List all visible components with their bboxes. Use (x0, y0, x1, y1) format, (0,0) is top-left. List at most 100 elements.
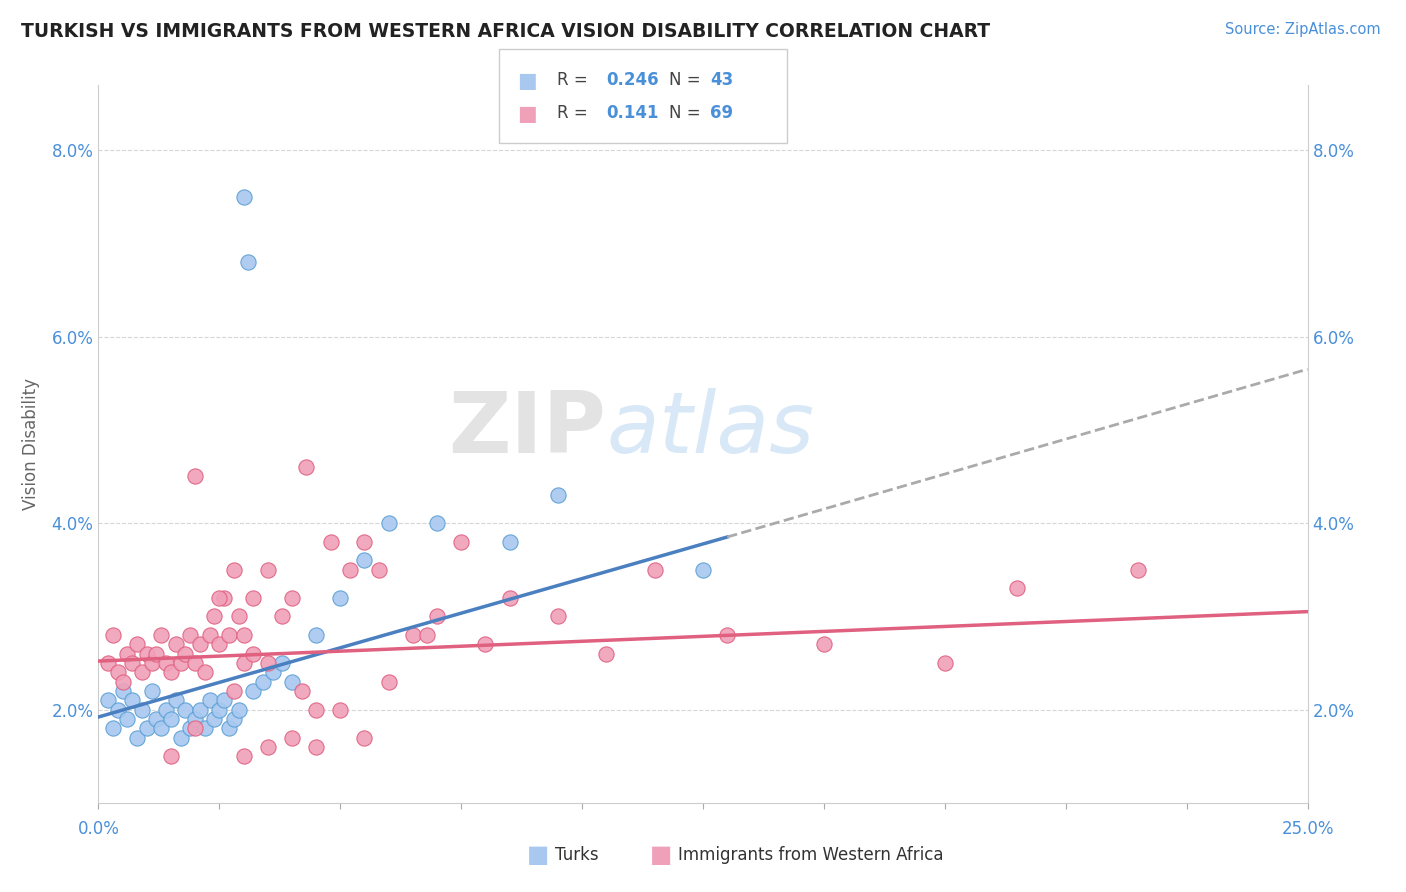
Point (121, 656, 143, 670)
Text: Source: ZipAtlas.com: Source: ZipAtlas.com (1225, 22, 1381, 37)
Point (145, 647, 167, 661)
Point (353, 553, 375, 567)
Point (232, 189, 254, 203)
Point (179, 628, 201, 642)
Point (184, 656, 207, 670)
Point (242, 684, 264, 698)
Point (117, 647, 139, 661)
Point (281, 731, 304, 745)
Point (242, 591, 264, 605)
Text: 0.246: 0.246 (606, 71, 658, 89)
Point (184, 469, 207, 483)
Point (204, 712, 226, 726)
Point (232, 628, 254, 642)
Point (238, 255, 260, 269)
Point (319, 534, 342, 549)
Text: N =: N = (669, 104, 706, 122)
Text: 43: 43 (710, 71, 734, 89)
Point (107, 665, 129, 680)
Text: ■: ■ (517, 71, 537, 91)
Point (169, 656, 191, 670)
Point (160, 712, 183, 726)
Text: 0.0%: 0.0% (77, 820, 120, 838)
Text: atlas: atlas (606, 388, 814, 471)
Point (218, 628, 240, 642)
Point (208, 702, 231, 716)
Point (716, 628, 738, 642)
Point (101, 628, 124, 642)
Point (160, 665, 183, 680)
Point (353, 534, 375, 549)
Point (377, 516, 399, 530)
Point (290, 684, 312, 698)
Point (547, 488, 569, 502)
Point (595, 647, 617, 661)
Point (198, 693, 221, 707)
Point (165, 637, 187, 651)
Point (228, 609, 250, 624)
Text: ZIP: ZIP (449, 388, 606, 471)
Point (644, 563, 666, 577)
Text: 0.141: 0.141 (606, 104, 658, 122)
Text: 69: 69 (710, 104, 733, 122)
Point (281, 591, 304, 605)
Point (155, 702, 177, 716)
Point (256, 656, 278, 670)
Point (218, 721, 240, 735)
Point (174, 647, 197, 661)
Text: Turks: Turks (555, 846, 599, 863)
Text: R =: R = (557, 71, 593, 89)
Point (127, 731, 149, 745)
Point (1128, 563, 1150, 577)
Point (135, 721, 157, 735)
Text: N =: N = (669, 71, 706, 89)
Point (198, 628, 221, 642)
Point (329, 591, 352, 605)
Point (188, 702, 211, 716)
Point (934, 656, 956, 670)
Point (107, 702, 129, 716)
Point (295, 460, 318, 475)
Point (242, 647, 264, 661)
Point (305, 739, 328, 754)
Point (155, 656, 177, 670)
Point (117, 712, 139, 726)
Point (222, 684, 245, 698)
Point (547, 609, 569, 624)
Point (262, 665, 284, 680)
Point (204, 609, 226, 624)
Point (402, 628, 425, 642)
Point (271, 656, 294, 670)
Text: ■: ■ (650, 843, 672, 866)
Point (329, 702, 352, 716)
Point (474, 637, 496, 651)
Point (377, 674, 399, 689)
Point (141, 656, 163, 670)
Text: 25.0%: 25.0% (1281, 820, 1334, 838)
Point (208, 637, 231, 651)
Point (174, 702, 197, 716)
Point (131, 665, 153, 680)
Point (160, 749, 183, 764)
Point (212, 591, 235, 605)
Point (498, 591, 520, 605)
Point (145, 712, 167, 726)
Point (339, 563, 361, 577)
Point (305, 628, 328, 642)
Point (194, 721, 217, 735)
Text: TURKISH VS IMMIGRANTS FROM WESTERN AFRICA VISION DISABILITY CORRELATION CHART: TURKISH VS IMMIGRANTS FROM WESTERN AFRIC… (21, 22, 990, 41)
Point (165, 693, 187, 707)
Point (256, 563, 278, 577)
Point (135, 647, 157, 661)
Point (111, 684, 134, 698)
Text: ■: ■ (527, 843, 550, 866)
Point (1007, 582, 1029, 596)
Y-axis label: Vision Disability: Vision Disability (22, 378, 41, 509)
Point (131, 702, 153, 716)
Point (281, 674, 304, 689)
Point (212, 693, 235, 707)
Point (426, 516, 449, 530)
Point (498, 534, 520, 549)
Point (353, 731, 375, 745)
Point (179, 721, 201, 735)
